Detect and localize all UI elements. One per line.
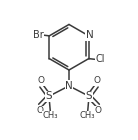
Text: N: N	[86, 30, 93, 40]
Text: O: O	[93, 76, 100, 85]
Text: O: O	[36, 106, 43, 115]
Text: O: O	[95, 106, 102, 115]
Text: Br: Br	[33, 30, 43, 40]
Text: N: N	[65, 81, 73, 91]
Text: O: O	[38, 76, 45, 85]
Text: Cl: Cl	[95, 54, 104, 64]
Text: CH₃: CH₃	[43, 111, 58, 120]
Text: S: S	[46, 91, 52, 101]
Text: S: S	[86, 91, 92, 101]
Text: CH₃: CH₃	[80, 111, 95, 120]
